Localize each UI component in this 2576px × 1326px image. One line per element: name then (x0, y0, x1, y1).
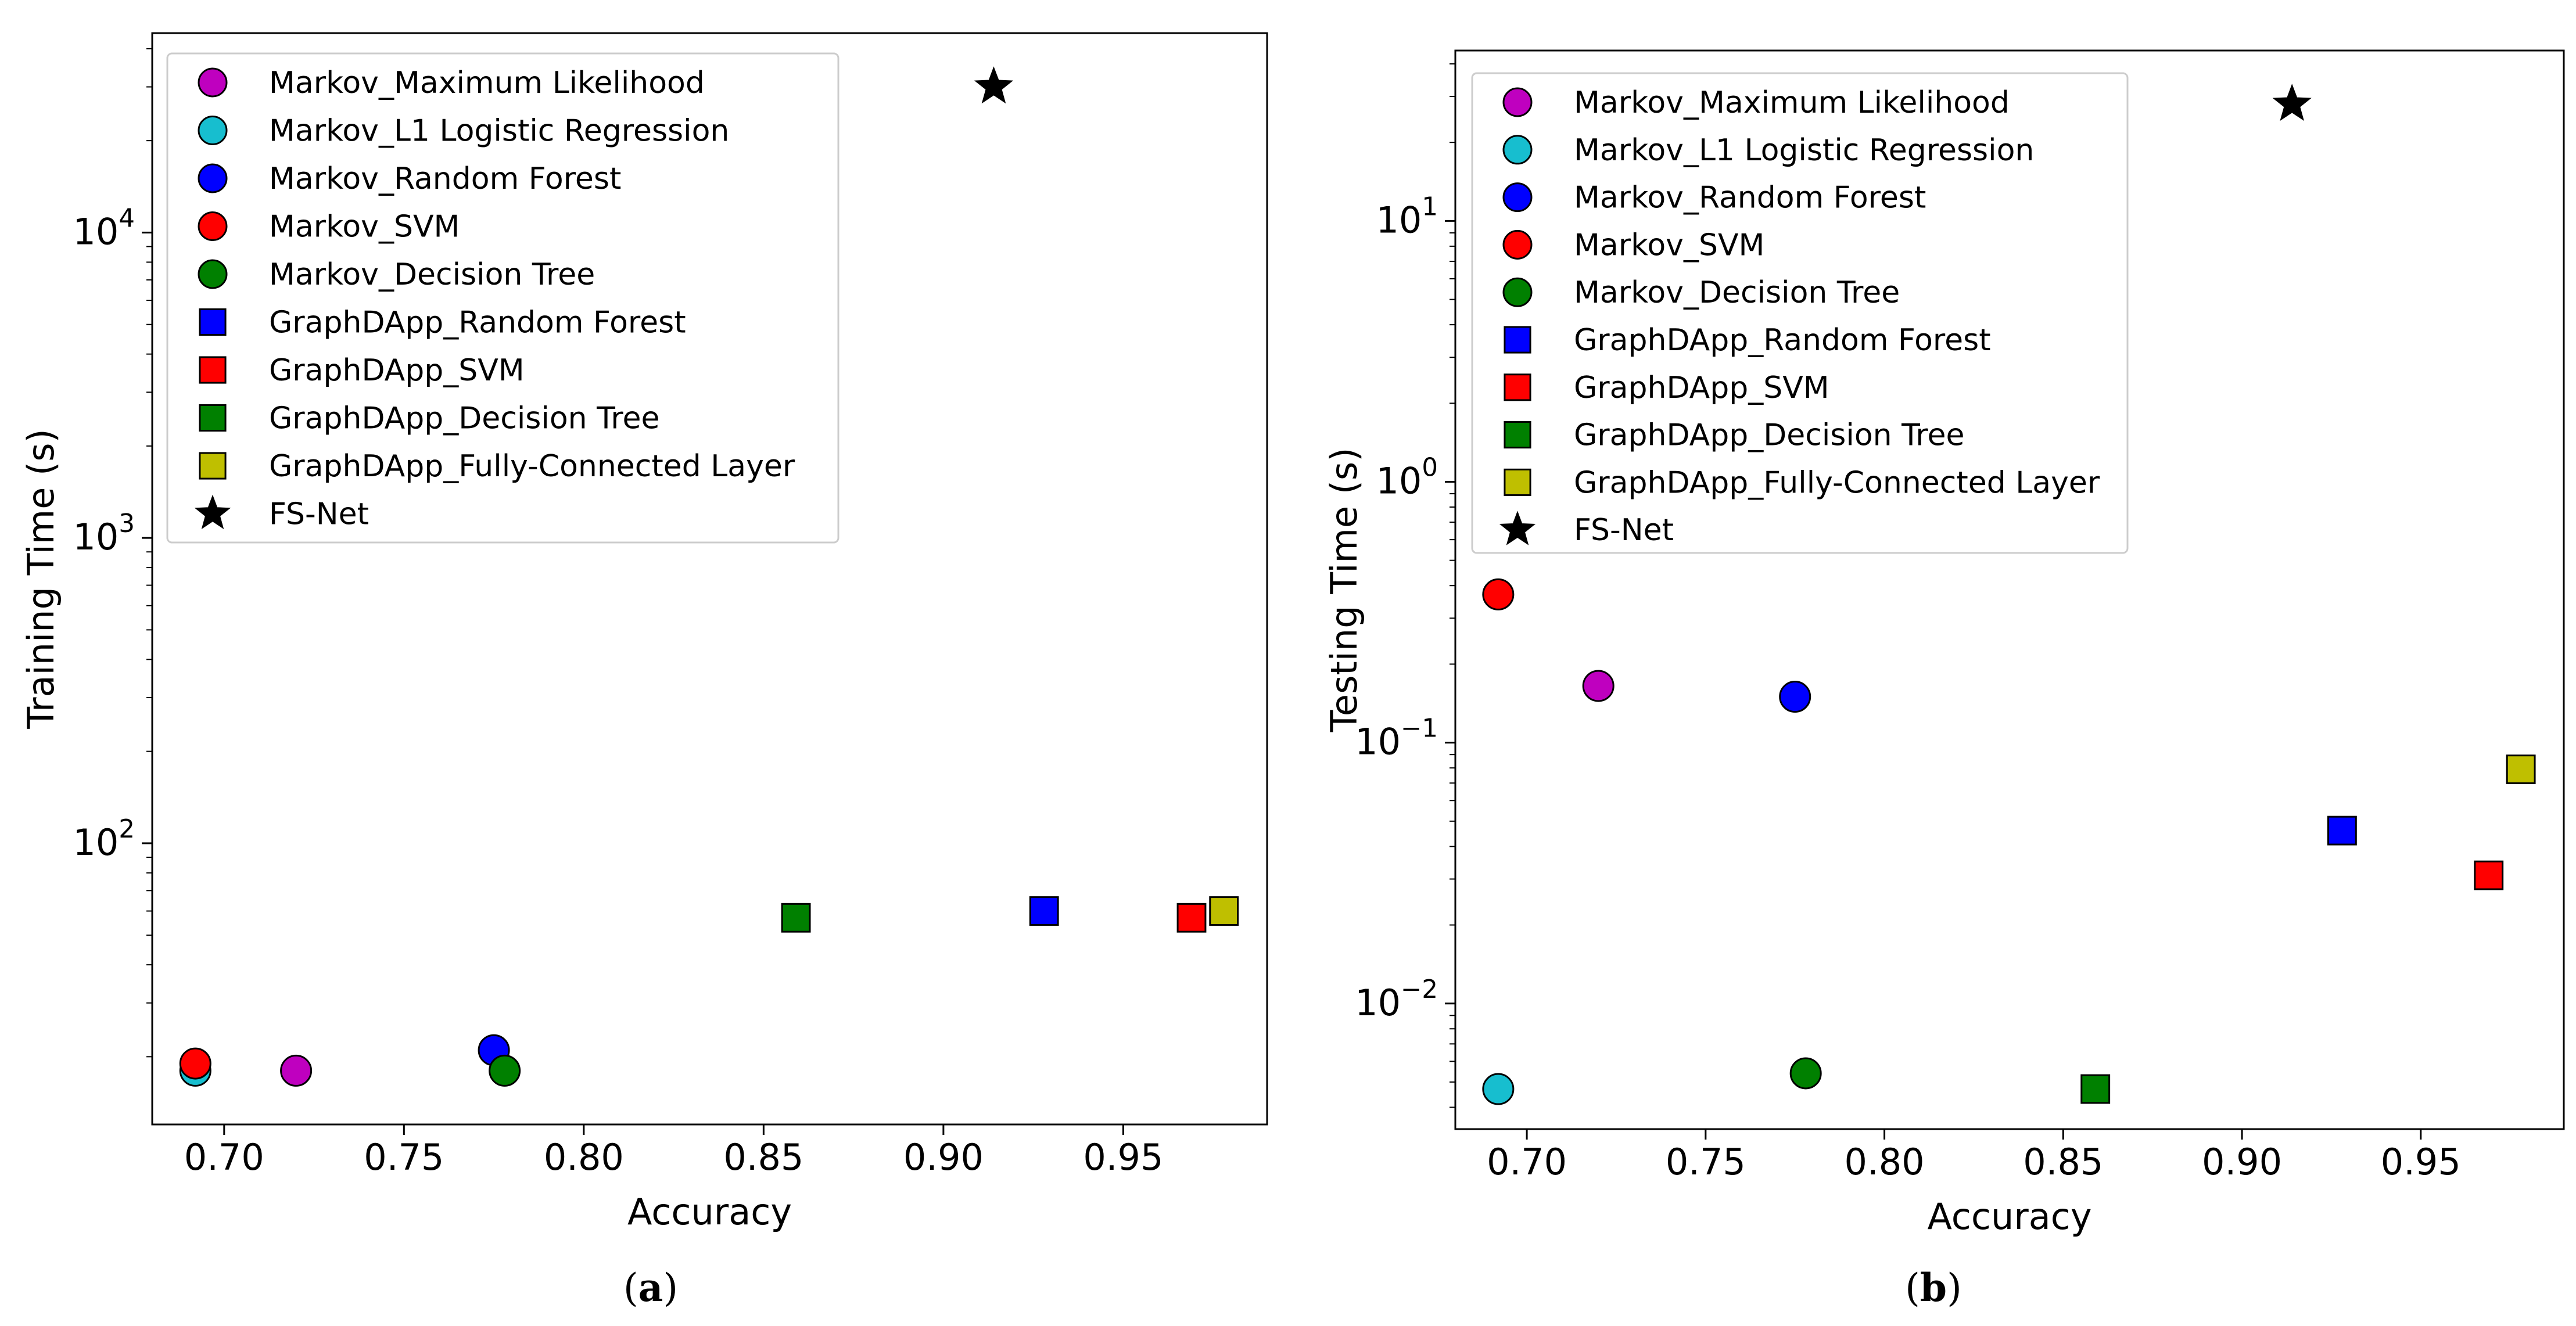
data-point (2272, 84, 2312, 121)
legend-label: Markov_Random Forest (1574, 181, 1926, 215)
legend-label: GraphDApp_Random Forest (1574, 323, 1991, 358)
x-tick-label: 0.90 (903, 1136, 984, 1178)
data-point (1209, 896, 1239, 926)
legend-marker (1504, 468, 1531, 496)
legend-marker (199, 308, 227, 336)
x-axis-label: Accuracy (627, 1191, 792, 1233)
x-tick-label: 0.80 (544, 1136, 624, 1178)
y-tick-label: 102 (73, 815, 135, 864)
legend-label: FS-Net (269, 497, 369, 532)
x-tick-label: 0.80 (1845, 1141, 1925, 1183)
x-tick-label: 0.95 (2381, 1141, 2461, 1183)
legend-label: Markov_Maximum Likelihood (269, 66, 705, 100)
x-tick-label: 0.70 (1487, 1141, 1567, 1183)
y-tick-label: 100 (1376, 454, 1438, 502)
x-tick-label: 0.75 (1666, 1141, 1746, 1183)
panel-caption: (a) (623, 1265, 678, 1310)
legend-label: GraphDApp_Decision Tree (1574, 418, 1964, 453)
legend-marker (1499, 511, 1536, 545)
data-point (1582, 670, 1615, 702)
legend-marker (1502, 135, 1533, 165)
data-point (1482, 578, 1515, 610)
y-tick-label: 10−2 (1355, 975, 1438, 1024)
legend-label: GraphDApp_Fully-Connected Layer (269, 449, 795, 484)
legend-label: Markov_Maximum Likelihood (1574, 85, 2010, 120)
data-point (2506, 754, 2536, 785)
y-tick-label: 101 (1376, 192, 1438, 241)
data-point (280, 1054, 313, 1087)
legend-label: Markov_L1 Logistic Regression (269, 114, 729, 149)
legend: Markov_Maximum Likelihood Markov_L1 Logis… (1471, 72, 2129, 554)
legend-marker (198, 116, 228, 145)
data-point (1029, 896, 1059, 926)
x-tick-label: 0.85 (2023, 1141, 2103, 1183)
legend-marker (199, 356, 227, 384)
y-tick-label: 10−1 (1355, 714, 1438, 763)
legend-marker (198, 67, 228, 98)
data-point (1176, 903, 1207, 933)
legend: Markov_Maximum Likelihood Markov_L1 Logis… (166, 52, 839, 544)
data-point (2327, 815, 2357, 846)
plot-frame (1454, 49, 2565, 1130)
data-point (1482, 1073, 1515, 1105)
legend-marker (1502, 87, 1533, 117)
data-point (489, 1054, 521, 1087)
data-point (781, 903, 811, 933)
x-tick-label: 0.70 (184, 1136, 264, 1178)
panel-b: 0.70 0.75 0.80 0.85 0.90 0.95 10−2 10−1 100 101 Ac… (1323, 49, 2565, 1310)
legend-label: GraphDApp_SVM (1574, 371, 1829, 405)
legend-box (166, 52, 839, 544)
legend-marker (194, 494, 231, 530)
legend-box (1471, 72, 2129, 554)
legend-label: FS-Net (1574, 513, 1674, 548)
legend-marker (199, 452, 227, 480)
data-point (2080, 1074, 2111, 1104)
legend-label: Markov_L1 Logistic Regression (1574, 133, 2034, 168)
x-tick-label: 0.75 (364, 1136, 444, 1178)
legend-marker (198, 211, 228, 241)
legend-label: GraphDApp_SVM (269, 353, 525, 388)
legend-marker (1504, 373, 1531, 401)
legend-marker (1502, 182, 1533, 213)
legend-label: GraphDApp_Decision Tree (269, 401, 659, 436)
y-axis-label: Testing Time (s) (1323, 448, 1365, 733)
legend-label: Markov_Decision Tree (269, 257, 595, 292)
plot-frame (151, 32, 1268, 1126)
x-axis-label: Accuracy (1927, 1195, 2091, 1238)
legend-label: Markov_Decision Tree (1574, 275, 1900, 310)
y-tick-label: 103 (73, 509, 135, 558)
legend-label: Markov_Random Forest (269, 161, 621, 196)
data-point (179, 1047, 211, 1080)
y-axis-label: Training Time (s) (20, 429, 62, 729)
legend-marker (198, 163, 228, 193)
legend-marker (199, 404, 227, 432)
legend-marker (1502, 229, 1533, 260)
legend-marker (1504, 421, 1531, 449)
legend-marker (198, 259, 228, 289)
data-point (974, 66, 1014, 104)
x-tick-label: 0.95 (1083, 1136, 1163, 1178)
data-point (2474, 860, 2504, 890)
legend-label: Markov_SVM (1574, 228, 1764, 263)
legend-label: Markov_SVM (269, 210, 460, 245)
legend-marker (1504, 326, 1531, 354)
y-tick-label: 104 (73, 204, 135, 253)
legend-label: GraphDApp_Fully-Connected Layer (1574, 465, 2100, 500)
data-point (1789, 1057, 1822, 1090)
data-point (1779, 681, 1811, 713)
panel-a: 0.70 0.75 0.80 0.85 0.90 0.95 102 103 104 Accurac… (20, 32, 1268, 1310)
panel-caption: (b) (1905, 1265, 1962, 1310)
legend-label: GraphDApp_Random Forest (269, 306, 686, 340)
legend-marker (1502, 277, 1533, 307)
x-tick-label: 0.90 (2202, 1141, 2282, 1183)
x-tick-label: 0.85 (723, 1136, 803, 1178)
